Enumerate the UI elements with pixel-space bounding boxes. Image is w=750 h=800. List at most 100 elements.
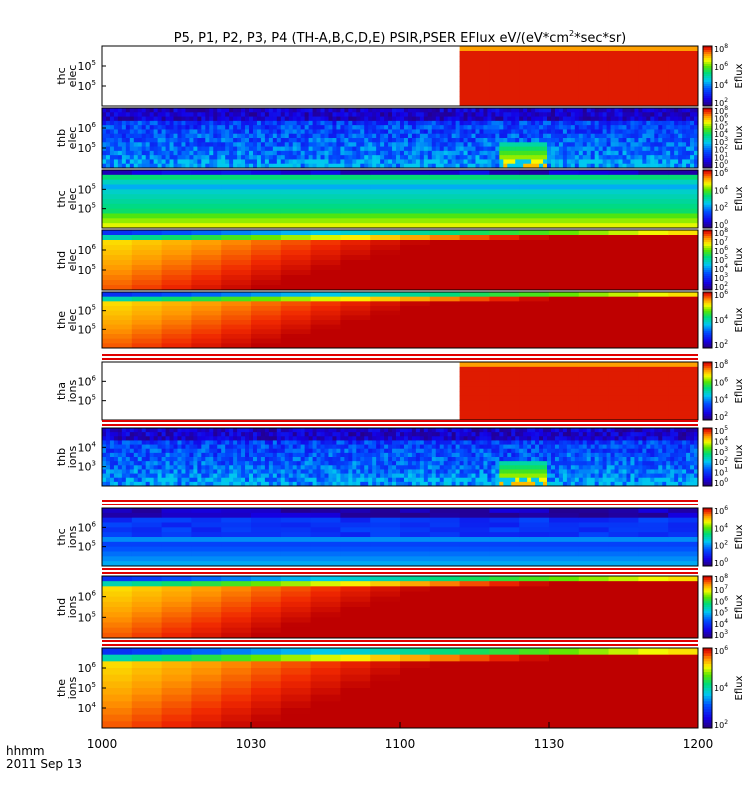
spectrogram-cell: [499, 469, 504, 474]
spectrogram-cell: [225, 481, 230, 487]
spectrogram-cell: [602, 108, 608, 113]
spectrogram-cell: [638, 405, 669, 411]
spectrogram-cell: [459, 400, 490, 406]
spectrogram-cell: [157, 481, 162, 487]
spectrogram-cell: [642, 142, 647, 147]
spectrogram-cell: [249, 457, 254, 462]
spectrogram-cell: [189, 108, 194, 113]
spectrogram-cell: [427, 440, 433, 445]
spectrogram-cell: [531, 428, 536, 433]
spectrogram-cell: [606, 129, 611, 135]
spectrogram-cell: [268, 146, 274, 152]
spectrogram-cell: [189, 436, 194, 441]
spectrogram-cell: [149, 155, 155, 160]
spectrogram-cell: [260, 481, 266, 487]
spectrogram-cell: [415, 150, 421, 156]
colorbar-segment: [703, 414, 712, 417]
spectrogram-cell: [344, 465, 349, 470]
spectrogram-cell: [562, 465, 568, 470]
spectrogram-cell: [668, 184, 699, 190]
spectrogram-cell: [429, 255, 460, 261]
spectrogram-cell: [519, 310, 550, 316]
spectrogram-cell: [316, 133, 321, 139]
spectrogram-cell: [209, 120, 214, 126]
spectrogram-cell: [368, 150, 373, 156]
spectrogram-cell: [511, 125, 516, 130]
spectrogram-cell: [447, 129, 453, 135]
spectrogram-cell: [304, 142, 310, 147]
spectrogram-cell: [237, 477, 242, 483]
spectrogram-cell: [558, 116, 564, 122]
spectrogram-cell: [169, 457, 174, 462]
spectrogram-cell: [165, 108, 170, 113]
spectrogram-cell: [380, 432, 385, 437]
spectrogram-cell: [400, 270, 431, 276]
spectrogram-cell: [471, 146, 476, 152]
colorbar-segment: [703, 389, 712, 392]
spectrogram-cell: [280, 465, 286, 470]
spectrogram-cell: [503, 116, 508, 122]
spectrogram-cell: [550, 440, 556, 445]
spectrogram-cell: [578, 245, 609, 251]
spectrogram-cell: [578, 301, 609, 307]
spectrogram-cell: [312, 116, 317, 122]
spectrogram-cell: [586, 112, 592, 117]
colorbar-segment: [703, 394, 712, 398]
spectrogram-cell: [610, 142, 615, 147]
spectrogram-cell: [487, 129, 492, 135]
spectrogram-cell: [129, 129, 135, 135]
spectrogram-cell: [562, 112, 568, 117]
spectrogram-cell: [161, 469, 166, 474]
spectrogram-cell: [191, 260, 222, 266]
spectrogram-cell: [419, 469, 425, 474]
spectrogram-cell: [578, 376, 609, 382]
spectrogram-cell: [638, 334, 669, 340]
spectrogram-cell: [491, 125, 496, 130]
spectrogram-cell: [249, 481, 254, 487]
spectrogram-cell: [161, 116, 166, 122]
spectrogram-cell: [549, 184, 580, 190]
spectrogram-cell: [519, 320, 550, 326]
spectrogram-cell: [471, 477, 476, 483]
spectrogram-cell: [407, 436, 413, 441]
colorbar-segment: [703, 363, 712, 367]
spectrogram-cell: [475, 129, 480, 135]
spectrogram-cell: [336, 163, 341, 169]
spectrogram-cell: [384, 473, 389, 479]
spectrogram-cell: [237, 465, 242, 470]
spectrogram-cell: [280, 448, 286, 454]
spectrogram-cell: [642, 155, 647, 160]
spectrogram-cell: [419, 481, 425, 487]
spectrogram-cell: [304, 138, 310, 143]
spectrogram-cell: [288, 129, 294, 135]
spectrogram-cell: [489, 270, 520, 276]
spectrogram-cell: [340, 112, 345, 117]
spectrogram-cell: [241, 457, 246, 462]
spectrogram-cell: [251, 223, 282, 229]
spectrogram-cell: [531, 452, 536, 458]
spectrogram-cell: [310, 194, 341, 200]
spectrogram-cell: [320, 465, 325, 470]
spectrogram-cell: [141, 461, 147, 466]
spectrogram-cell: [455, 112, 460, 117]
colorbar-segment: [703, 134, 712, 137]
spectrogram-cell: [149, 163, 155, 169]
spectrogram-cell: [191, 255, 222, 261]
spectrogram-cell: [324, 138, 329, 143]
spectrogram-cell: [489, 235, 520, 241]
spectrogram-cell: [638, 218, 669, 224]
spectrogram-cell: [549, 208, 580, 214]
spectrogram-cell: [550, 108, 556, 113]
spectrogram-cell: [308, 108, 313, 113]
spectrogram-cell: [507, 444, 512, 450]
spectrogram-cell: [467, 142, 472, 147]
spectrogram-cell: [141, 452, 147, 458]
spectrogram-cell: [539, 108, 544, 113]
spectrogram-cell: [558, 150, 564, 156]
spectrogram-cell: [251, 280, 282, 286]
colorbar-segment: [703, 410, 712, 413]
colorbar-segment: [703, 216, 712, 219]
spectrogram-cell: [161, 265, 192, 271]
spectrogram-cell: [304, 481, 310, 487]
